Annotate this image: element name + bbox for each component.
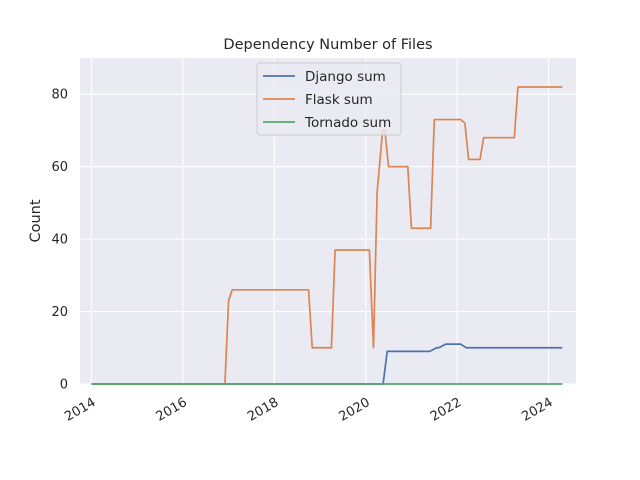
legend: Django sum Flask sum Tornado sum <box>256 62 402 136</box>
y-tick-label: 0 <box>60 378 68 393</box>
y-tick-label: 60 <box>51 160 68 175</box>
legend-box <box>256 62 402 136</box>
y-tick-label: 40 <box>51 233 68 248</box>
legend-label: Tornado sum <box>304 115 391 131</box>
legend-label: Flask sum <box>305 92 373 108</box>
y-axis-label: Count <box>28 199 44 242</box>
y-axis-ticks: 0 20 40 60 80 <box>51 88 68 393</box>
y-tick-label: 80 <box>51 88 68 103</box>
chart-title: Dependency Number of Files <box>223 37 432 53</box>
legend-label: Django sum <box>305 69 386 85</box>
y-tick-label: 20 <box>51 305 68 320</box>
